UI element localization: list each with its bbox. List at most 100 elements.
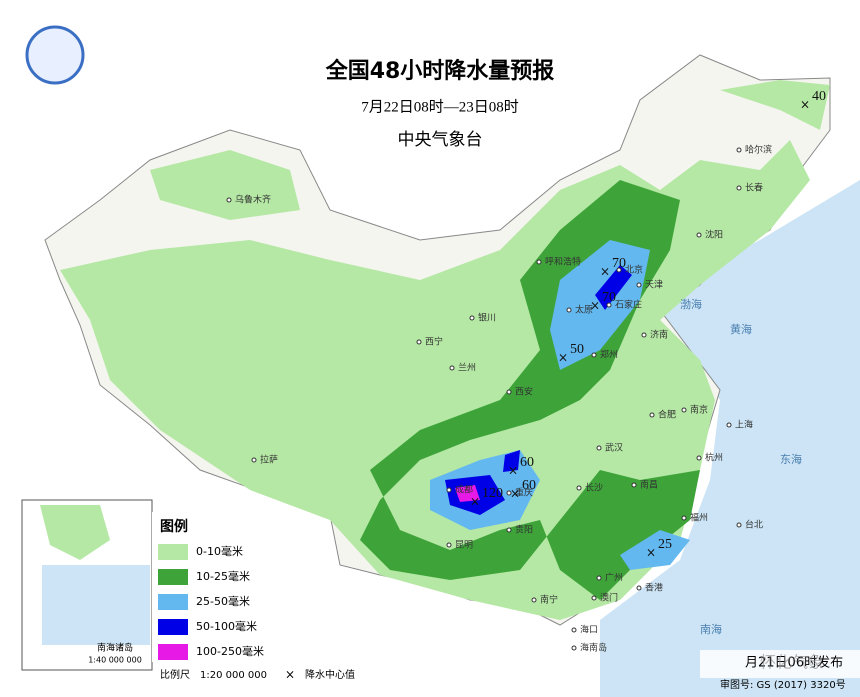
city-dot bbox=[616, 267, 622, 273]
center-mark: × bbox=[558, 351, 568, 365]
legend-title: 图例 bbox=[160, 518, 188, 535]
legend-swatch bbox=[158, 594, 188, 610]
legend-box bbox=[152, 512, 302, 662]
city-dot bbox=[226, 197, 232, 203]
center-value: 120 bbox=[482, 486, 503, 501]
city-dot bbox=[566, 307, 572, 313]
city-label: 西宁 bbox=[425, 336, 443, 348]
scale: 1:20 000 000 bbox=[200, 670, 267, 681]
city-label: 长沙 bbox=[585, 482, 603, 494]
city-dot bbox=[506, 389, 512, 395]
city-label: 重庆 bbox=[515, 487, 533, 499]
center-value: 70 bbox=[602, 290, 616, 305]
city-label: 沈阳 bbox=[705, 229, 723, 241]
center-label: 降水中心值 bbox=[305, 668, 355, 681]
city-dot bbox=[606, 302, 612, 308]
inset-scale: 1:40 000 000 bbox=[88, 656, 142, 665]
city-dot bbox=[506, 490, 512, 496]
city-label: 海南岛 bbox=[580, 642, 607, 654]
approval: 审图号: GS (2017) 3320号 bbox=[720, 678, 846, 691]
legend-label: 25-50毫米 bbox=[196, 594, 250, 608]
city-dot bbox=[631, 482, 637, 488]
city-label: 海口 bbox=[580, 624, 598, 636]
city-label: 合肥 bbox=[658, 409, 676, 421]
city-dot bbox=[469, 315, 475, 321]
inset-title: 南海诸岛 bbox=[97, 642, 133, 654]
center-value: 40 bbox=[812, 89, 826, 104]
inset-sea bbox=[42, 565, 150, 645]
city-dot bbox=[446, 542, 452, 548]
title: 全国48小时降水量预报 bbox=[325, 58, 555, 84]
city-label: 广州 bbox=[605, 572, 623, 584]
city-dot bbox=[596, 445, 602, 451]
city-dot bbox=[696, 455, 702, 461]
legend: 0-10毫米 10-25毫米 25-50毫米 50-100毫米 100-250毫米 bbox=[158, 544, 264, 660]
legend-label: 50-100毫米 bbox=[196, 619, 257, 633]
city-label: 南京 bbox=[690, 404, 708, 416]
city-label: 北京 bbox=[625, 264, 643, 276]
city-label: 郑州 bbox=[600, 349, 618, 361]
city-label: 太原 bbox=[575, 304, 593, 316]
city-dot bbox=[446, 487, 452, 493]
city-dot bbox=[696, 232, 702, 238]
city-label: 杭州 bbox=[705, 452, 723, 464]
city-label: 兰州 bbox=[458, 362, 476, 374]
city-dot bbox=[726, 422, 732, 428]
center-value: 60 bbox=[520, 455, 534, 470]
city-label: 哈尔滨 bbox=[745, 144, 772, 156]
city-dot bbox=[571, 627, 577, 633]
city-dot bbox=[571, 645, 577, 651]
city-dot bbox=[591, 352, 597, 358]
city-label: 上海 bbox=[735, 419, 753, 431]
city-dot bbox=[736, 522, 742, 528]
center-mark: × bbox=[646, 546, 656, 560]
zone-blue bbox=[620, 530, 690, 570]
center-mark: × bbox=[600, 265, 610, 279]
city-label: 拉萨 bbox=[260, 454, 278, 466]
city-label: 乌鲁木齐 bbox=[235, 194, 271, 206]
city-dot bbox=[641, 332, 647, 338]
scale-label: 比例尺 bbox=[160, 668, 190, 681]
city-dot bbox=[531, 597, 537, 603]
center-mark: × bbox=[508, 464, 518, 478]
center-mark: × bbox=[285, 668, 295, 682]
city-label: 西安 bbox=[515, 386, 533, 398]
watermark-box bbox=[700, 650, 860, 678]
city-label: 成都 bbox=[455, 484, 473, 496]
city-label: 澳门 bbox=[600, 592, 618, 604]
legend-label: 100-250毫米 bbox=[196, 644, 264, 658]
city-label: 呼和浩特 bbox=[545, 256, 581, 268]
legend-swatch bbox=[158, 644, 188, 660]
city-label: 香港 bbox=[645, 582, 663, 594]
city-dot bbox=[416, 339, 422, 345]
center-value: 25 bbox=[658, 537, 672, 552]
zone-navy bbox=[503, 450, 520, 472]
sea-label: 渤海 bbox=[680, 297, 702, 311]
city-dot bbox=[251, 457, 257, 463]
city-label: 银川 bbox=[478, 312, 496, 324]
center-value: 60 bbox=[522, 478, 536, 493]
center-mark: × bbox=[800, 98, 810, 112]
city-dot bbox=[636, 282, 642, 288]
city-dot bbox=[681, 407, 687, 413]
zone-light bbox=[720, 80, 830, 130]
city-label: 贵阳 bbox=[515, 524, 533, 536]
city-label: 长春 bbox=[745, 182, 763, 194]
city-dot bbox=[449, 365, 455, 371]
city-label: 南昌 bbox=[640, 479, 658, 491]
center-value: 50 bbox=[570, 342, 584, 357]
city-dot bbox=[736, 147, 742, 153]
city-label: 台北 bbox=[745, 519, 763, 531]
zone-light bbox=[150, 150, 300, 220]
watermark: 怀化气象 bbox=[760, 653, 824, 672]
legend-label: 10-25毫米 bbox=[196, 569, 250, 583]
logo bbox=[25, 25, 85, 85]
city-dot bbox=[576, 485, 582, 491]
inset-land bbox=[40, 505, 110, 560]
center-value: 70 bbox=[612, 256, 626, 271]
zone-magenta bbox=[455, 485, 480, 502]
sea-label: 南海 bbox=[700, 622, 722, 636]
city-dot bbox=[536, 259, 542, 265]
